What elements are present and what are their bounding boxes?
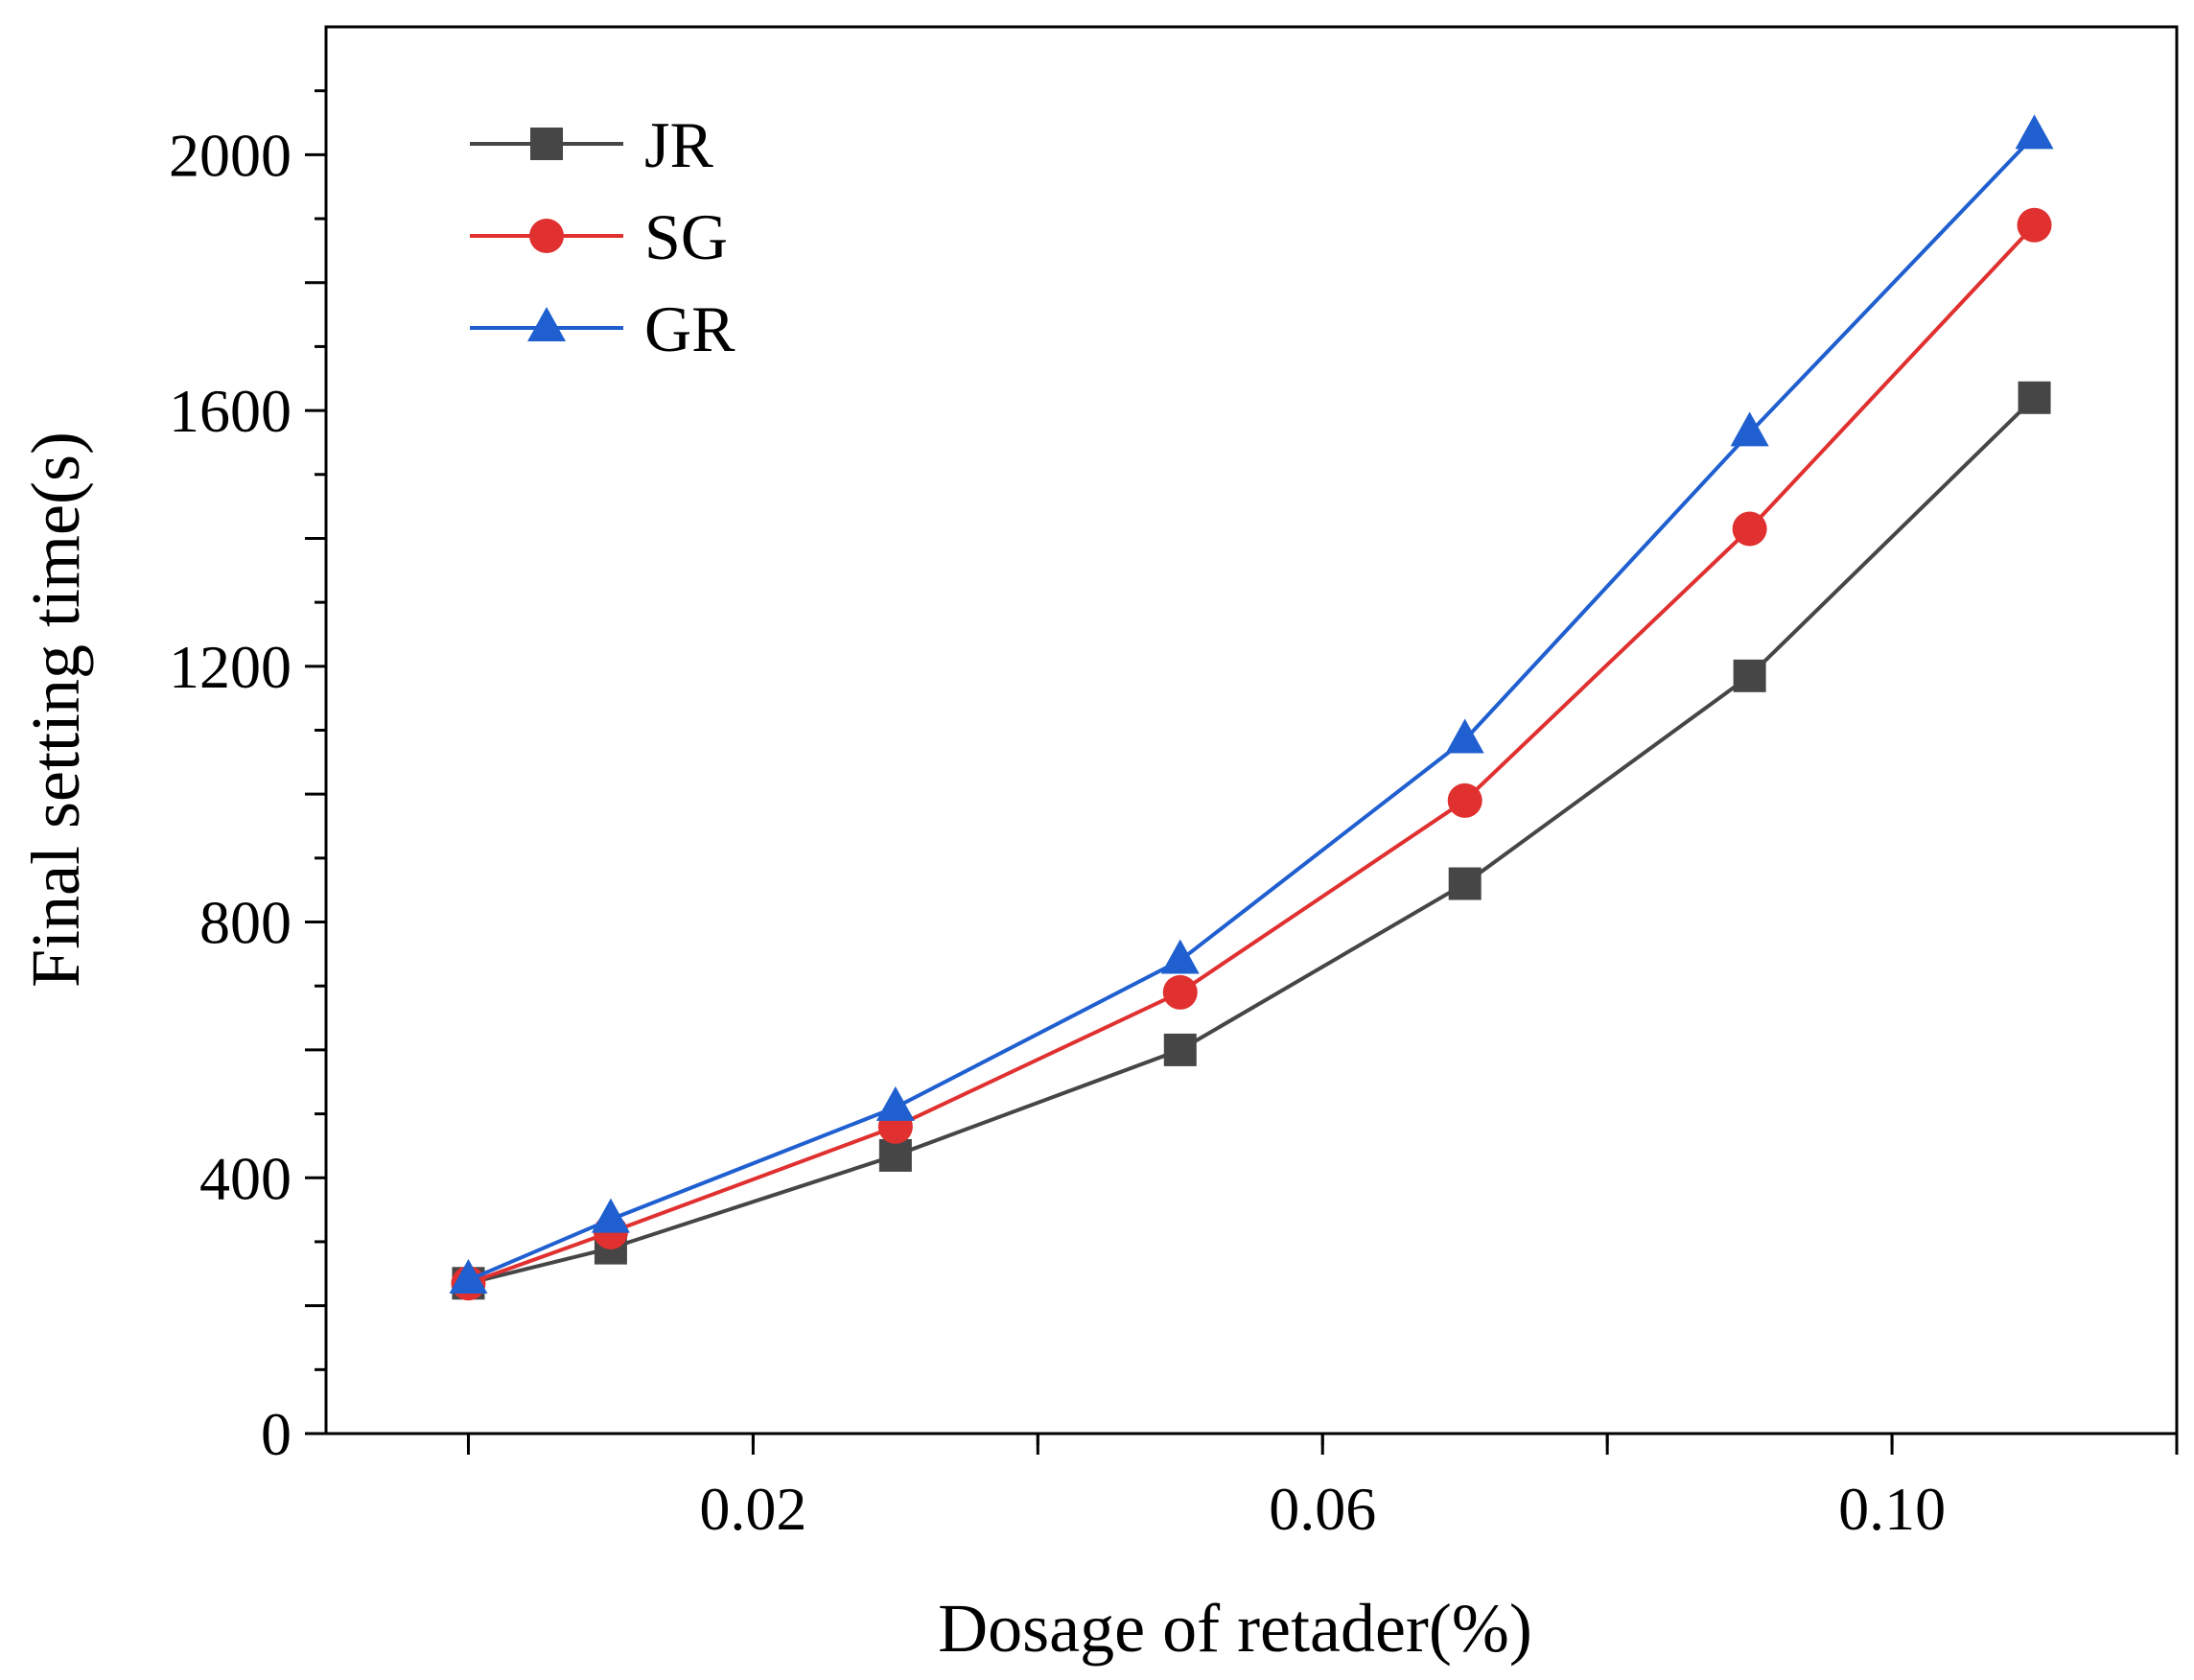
y-axis-title: Final setting time(s)	[17, 432, 94, 988]
legend-marker-sg	[529, 219, 564, 253]
legend-marker-gr	[527, 307, 566, 341]
x-tick-label: 0.06	[1269, 1475, 1376, 1543]
y-tick-label: 800	[199, 889, 292, 957]
y-axis-ticks: 0 400 800 1200 1600 2000	[169, 89, 326, 1468]
data-point-gr	[591, 1198, 630, 1233]
y-tick-label: 1600	[169, 377, 292, 445]
legend-label-gr: GR	[644, 292, 735, 365]
series-gr	[449, 114, 2054, 1294]
legend-item-sg: SG	[470, 200, 728, 273]
legend-label-jr: JR	[644, 108, 713, 181]
x-axis-title: Dosage of retader(%)	[938, 1590, 1532, 1667]
data-point-gr	[2015, 114, 2054, 150]
data-point-jr	[1163, 1033, 1197, 1066]
legend-item-gr: GR	[470, 292, 735, 365]
y-tick-label: 0	[261, 1400, 292, 1468]
data-point-gr	[449, 1258, 488, 1294]
data-point-jr	[878, 1138, 912, 1172]
x-axis-ticks: 0.02 0.06 0.10	[466, 1434, 2179, 1543]
data-point-gr	[875, 1085, 915, 1121]
y-tick-label: 400	[199, 1144, 292, 1212]
legend-marker-jr	[530, 128, 563, 160]
legend: JR SG GR	[470, 108, 735, 365]
data-point-sg	[1732, 511, 1767, 547]
y-tick-label: 1200	[169, 633, 292, 701]
data-point-gr	[1160, 939, 1200, 974]
data-point-sg	[1447, 782, 1482, 818]
series-layer	[449, 114, 2054, 1301]
legend-label-sg: SG	[644, 200, 728, 273]
data-point-gr	[1730, 411, 1769, 447]
data-point-sg	[2017, 207, 2052, 243]
data-point-jr	[1448, 867, 1482, 900]
data-point-jr	[1733, 659, 1766, 692]
data-point-jr	[2018, 381, 2051, 414]
x-tick-label: 0.10	[1838, 1475, 1946, 1543]
x-tick-label: 0.02	[699, 1475, 806, 1543]
data-point-sg	[1162, 974, 1198, 1010]
legend-item-jr: JR	[470, 108, 713, 181]
data-point-gr	[1445, 718, 1484, 754]
y-tick-label: 2000	[169, 121, 292, 189]
